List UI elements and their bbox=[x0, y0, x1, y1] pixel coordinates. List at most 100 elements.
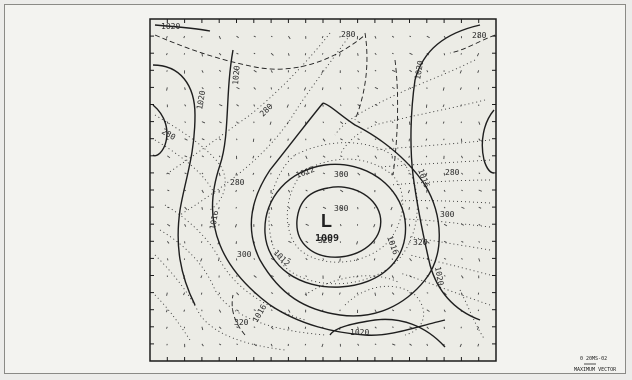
wind-vector bbox=[321, 87, 324, 91]
height-contour bbox=[268, 142, 418, 285]
wind-vector bbox=[409, 258, 412, 262]
wind-vector bbox=[357, 121, 361, 124]
height-label: 280 bbox=[341, 30, 356, 39]
wind-vector bbox=[357, 172, 361, 176]
wind-vector bbox=[166, 241, 170, 244]
wind-vector bbox=[374, 326, 377, 329]
wind-vector bbox=[218, 326, 222, 329]
wind-vector bbox=[459, 87, 462, 91]
height-contour bbox=[154, 139, 216, 196]
isobar bbox=[152, 104, 168, 157]
wind-vector bbox=[340, 121, 344, 125]
wind-vector bbox=[321, 343, 324, 348]
wind-vector bbox=[426, 223, 429, 226]
wind-vector bbox=[166, 70, 168, 72]
wind-vector bbox=[426, 292, 429, 294]
wind-vector bbox=[218, 69, 222, 72]
isobar bbox=[264, 163, 407, 288]
wind-vector bbox=[200, 292, 203, 295]
wind-vector bbox=[374, 69, 377, 72]
wind-vector bbox=[166, 87, 168, 91]
wind-vector bbox=[304, 343, 307, 346]
wind-vector bbox=[322, 206, 327, 209]
wind-vector bbox=[390, 206, 393, 211]
wind-vector bbox=[443, 292, 447, 296]
wind-vector bbox=[201, 121, 206, 124]
wind-vector bbox=[339, 35, 341, 38]
wind-vector bbox=[201, 53, 203, 57]
wind-vector bbox=[391, 86, 395, 90]
isobar bbox=[154, 34, 366, 70]
wind-vector bbox=[374, 138, 377, 141]
height-label: 300 bbox=[440, 210, 455, 219]
wind-vector bbox=[252, 155, 255, 159]
wind-vector bbox=[356, 241, 359, 245]
wind-vector bbox=[322, 223, 326, 227]
wind-vector bbox=[461, 206, 465, 209]
wind-vector bbox=[288, 206, 291, 209]
wind-vector bbox=[288, 292, 290, 294]
wind-vector bbox=[253, 326, 256, 328]
wind-vector bbox=[184, 87, 186, 91]
wind-vector bbox=[339, 309, 341, 312]
wind-vector bbox=[166, 326, 168, 329]
wind-vector bbox=[270, 70, 273, 73]
wind-vector bbox=[374, 104, 378, 106]
wind-vector bbox=[236, 121, 239, 124]
wind-vector bbox=[477, 343, 480, 347]
height-contour bbox=[409, 254, 491, 276]
isobar bbox=[449, 34, 496, 54]
wind-vector bbox=[167, 172, 170, 175]
wind-vector bbox=[305, 206, 308, 209]
wind-vector bbox=[322, 172, 326, 175]
wind-vector bbox=[321, 53, 324, 55]
wind-vector bbox=[252, 189, 255, 192]
wind-vector bbox=[339, 258, 341, 262]
wind-vector bbox=[409, 35, 412, 38]
wind-vector bbox=[443, 53, 446, 56]
wind-vector bbox=[409, 343, 412, 346]
wind-vector bbox=[391, 309, 395, 312]
wind-vector bbox=[184, 121, 187, 123]
wind-vector bbox=[305, 258, 308, 261]
wind-vector bbox=[478, 258, 481, 262]
wind-vector bbox=[305, 240, 309, 243]
wind-vector bbox=[253, 69, 257, 73]
wind-vector bbox=[340, 155, 343, 158]
wind-vector bbox=[201, 343, 204, 347]
isobar bbox=[250, 102, 440, 317]
wind-vector bbox=[391, 292, 395, 295]
wind-vector bbox=[218, 52, 222, 56]
wind-vector bbox=[426, 35, 430, 39]
wind-vector bbox=[321, 292, 324, 296]
wind-vector bbox=[390, 224, 393, 227]
wind-vector bbox=[166, 343, 168, 346]
wind-vector bbox=[236, 275, 238, 278]
wind-vector bbox=[218, 206, 220, 210]
isobar bbox=[354, 32, 368, 121]
wind-vector bbox=[408, 155, 410, 158]
wind-vector bbox=[219, 86, 221, 89]
isobars bbox=[152, 24, 495, 348]
wind-vector bbox=[426, 240, 430, 244]
wind-vector bbox=[477, 309, 480, 312]
isobar bbox=[410, 24, 481, 321]
wind-vector bbox=[236, 138, 238, 141]
wind-vector bbox=[183, 292, 186, 296]
wind-vector bbox=[391, 275, 395, 279]
wind-vector bbox=[305, 189, 308, 192]
wind-vector bbox=[166, 292, 168, 296]
height-contour bbox=[154, 114, 226, 211]
wind-vector bbox=[426, 326, 429, 330]
wind-vector bbox=[461, 240, 464, 243]
wind-vector bbox=[165, 309, 168, 313]
wind-vector bbox=[270, 206, 273, 210]
wind-vector bbox=[201, 87, 204, 90]
wind-vector bbox=[218, 121, 222, 124]
wind-vector bbox=[270, 240, 273, 243]
height-contour bbox=[399, 200, 491, 204]
wind-vector bbox=[166, 138, 169, 141]
wind-vector bbox=[235, 172, 237, 176]
wind-vector bbox=[426, 70, 429, 73]
wind-vector bbox=[322, 138, 326, 142]
